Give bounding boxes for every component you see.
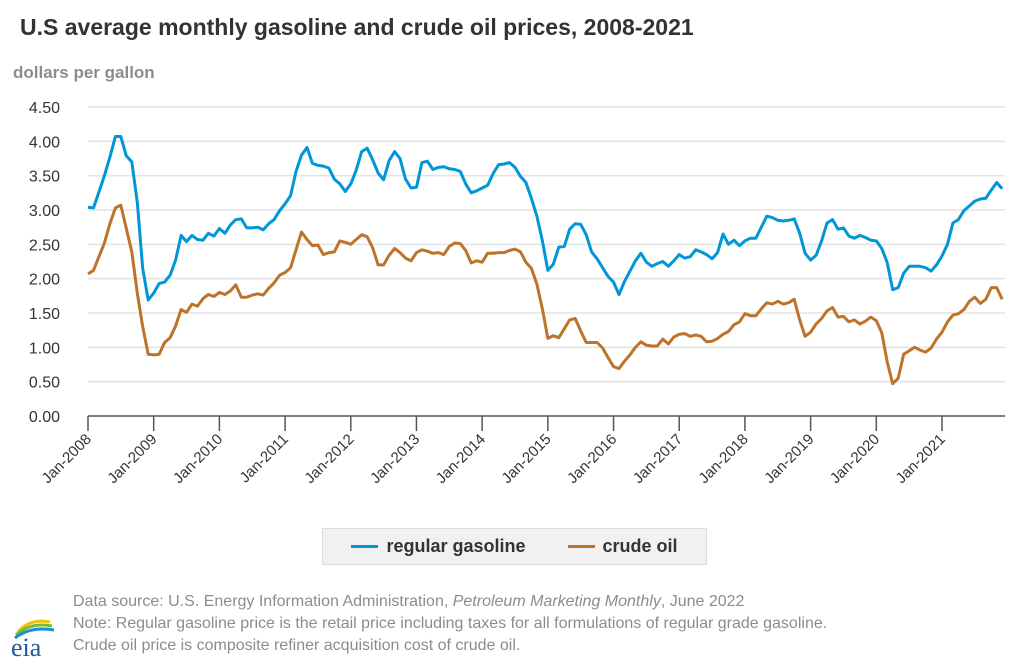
- y-tick-label: 3.00: [29, 203, 60, 220]
- x-tick-label: Jan-2009: [104, 431, 160, 487]
- y-tick-label: 4.00: [29, 134, 60, 151]
- publication-name: Petroleum Marketing Monthly: [452, 593, 661, 610]
- y-tick-label: 1.00: [29, 340, 60, 357]
- y-axis-label: dollars per gallon: [13, 63, 155, 82]
- x-tick-label: Jan-2021: [893, 431, 949, 487]
- y-tick-label: 4.50: [29, 100, 60, 117]
- note-line-1: Note: Regular gasoline price is the reta…: [73, 615, 828, 632]
- x-tick-label: Jan-2008: [39, 431, 95, 487]
- series-lines: [87, 135, 1004, 386]
- x-tick-label: Jan-2011: [236, 431, 291, 486]
- legend-item-gasoline[interactable]: regular gasoline: [351, 536, 526, 557]
- x-tick-label: Jan-2013: [367, 431, 423, 487]
- legend-swatch-crude-oil: [567, 545, 595, 548]
- logo-arc-blue: [14, 627, 55, 640]
- chart-title: U.S average monthly gasoline and crude o…: [20, 14, 694, 40]
- x-tick-label: Jan-2015: [498, 431, 554, 487]
- x-axis: Jan-2008 Jan-2009 Jan-2010 Jan-2011 Jan-2012…: [39, 415, 1005, 487]
- y-tick-label: 0.50: [29, 375, 60, 392]
- logo-text: eia: [11, 633, 42, 660]
- footer: Data source: U.S. Energy Information Adm…: [73, 591, 827, 657]
- y-tick-label: 0.00: [29, 409, 60, 426]
- legend-label-crude-oil: crude oil: [602, 536, 678, 556]
- x-tick-label: Jan-2018: [695, 431, 751, 487]
- legend: regular gasoline crude oil: [322, 528, 707, 565]
- note-line-2: Crude oil price is composite refiner acq…: [73, 637, 521, 654]
- y-axis-ticks: 0.00 0.50 1.00 1.50 2.00 2.50 3.00 3.50 4.00 4.50: [29, 100, 60, 426]
- legend-label-gasoline: regular gasoline: [386, 536, 526, 556]
- x-tick-label: Jan-2019: [761, 431, 817, 487]
- y-tick-label: 3.50: [29, 169, 60, 186]
- x-tick-label: Jan-2016: [564, 431, 620, 487]
- x-tick-label: Jan-2014: [433, 431, 489, 487]
- legend-item-crude-oil[interactable]: crude oil: [567, 536, 678, 557]
- legend-swatch-gasoline: [351, 545, 379, 548]
- logo-arc-green: [14, 623, 53, 637]
- series-line-regular-gasoline: [87, 135, 1004, 302]
- x-tick-label: Jan-2012: [301, 431, 357, 487]
- series-line-crude-oil: [87, 203, 1004, 386]
- x-tick-label: Jan-2010: [170, 431, 226, 487]
- eia-logo: eia: [11, 619, 55, 660]
- gridlines: [88, 106, 1005, 383]
- x-tick-label: Jan-2020: [827, 431, 883, 487]
- y-tick-label: 2.00: [29, 272, 60, 289]
- logo-arc-yellow: [16, 619, 51, 634]
- y-tick-label: 2.50: [29, 237, 60, 254]
- data-source-line: Data source: U.S. Energy Information Adm…: [73, 593, 745, 610]
- y-tick-label: 1.50: [29, 306, 60, 323]
- x-tick-label: Jan-2017: [630, 431, 686, 487]
- line-chart: 0.00 0.50 1.00 1.50 2.00 2.50 3.00 3.50 4.00 4.50…: [29, 100, 1005, 487]
